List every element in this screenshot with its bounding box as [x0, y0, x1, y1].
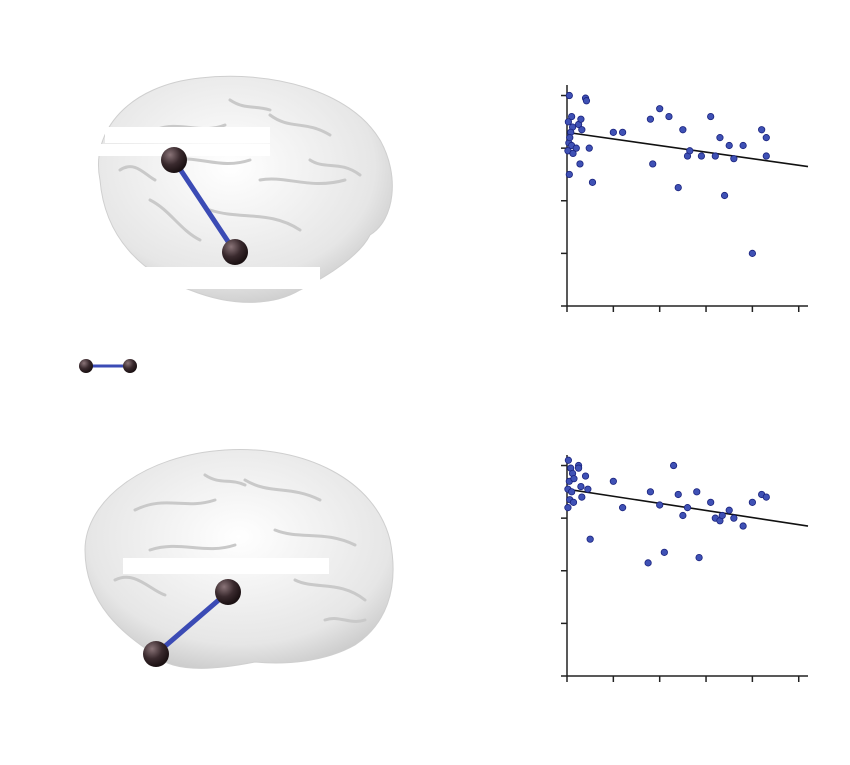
data-point [586, 535, 594, 543]
data-point [646, 488, 655, 496]
data-point [578, 126, 586, 134]
data-point [574, 464, 583, 472]
data-point [588, 178, 597, 186]
data-point [683, 504, 692, 512]
node-edge-icon [79, 359, 137, 373]
data-point [569, 149, 577, 158]
data-point [570, 475, 578, 483]
data-point [564, 118, 572, 126]
data-point [762, 152, 770, 160]
data-point [646, 115, 655, 123]
node-2 [143, 641, 169, 667]
data-point [565, 91, 573, 100]
data-point [577, 115, 585, 123]
data-point [711, 152, 719, 160]
data-point [609, 477, 617, 485]
node-2 [222, 239, 248, 265]
scatter-plot-top [561, 85, 809, 312]
data-point [697, 152, 706, 160]
data-point [669, 461, 678, 470]
data-point [720, 191, 729, 200]
data-point [665, 112, 673, 121]
connection-edge [153, 589, 231, 657]
data-point [707, 498, 715, 506]
data-point [572, 144, 580, 152]
data-point [656, 501, 664, 509]
data-point [707, 112, 715, 121]
data-point [581, 472, 590, 480]
data-point [730, 155, 738, 163]
data-point [739, 522, 747, 530]
data-point [660, 548, 668, 556]
data-point [584, 485, 592, 493]
data-point [577, 482, 585, 491]
data-point [718, 511, 726, 520]
data-point [679, 126, 687, 134]
data-point [565, 170, 573, 179]
scatter-plot-bottom [561, 455, 809, 682]
data-point [679, 511, 687, 520]
data-point [748, 249, 756, 257]
data-point [619, 504, 627, 512]
data-point [748, 498, 756, 506]
data-point [725, 506, 733, 514]
data-point [609, 128, 617, 136]
data-point [644, 559, 652, 567]
data-point [649, 160, 657, 168]
node-1 [215, 579, 241, 605]
data-point [569, 498, 578, 506]
data-point [695, 554, 703, 562]
data-point [564, 504, 572, 512]
brain-lateral-top [90, 75, 393, 303]
data-point [619, 128, 627, 136]
data-point [568, 112, 576, 121]
data-point [762, 134, 770, 142]
data-point [564, 456, 572, 464]
data-point [762, 493, 770, 501]
data-point [674, 184, 682, 192]
data-point [585, 144, 593, 152]
data-point [739, 141, 747, 150]
connection-edge [171, 157, 238, 255]
data-point [730, 514, 738, 522]
data-point [758, 126, 766, 134]
data-point [716, 134, 724, 142]
brain-lateral-bottom [84, 449, 394, 669]
data-point [582, 97, 591, 105]
data-point [568, 488, 576, 496]
data-point [674, 490, 682, 499]
data-point [578, 493, 586, 501]
data-point [725, 141, 733, 150]
data-point [686, 147, 694, 155]
node-1 [161, 147, 187, 173]
data-point [693, 488, 701, 496]
data-point [566, 134, 574, 142]
data-point [576, 160, 584, 168]
data-point [656, 105, 664, 113]
